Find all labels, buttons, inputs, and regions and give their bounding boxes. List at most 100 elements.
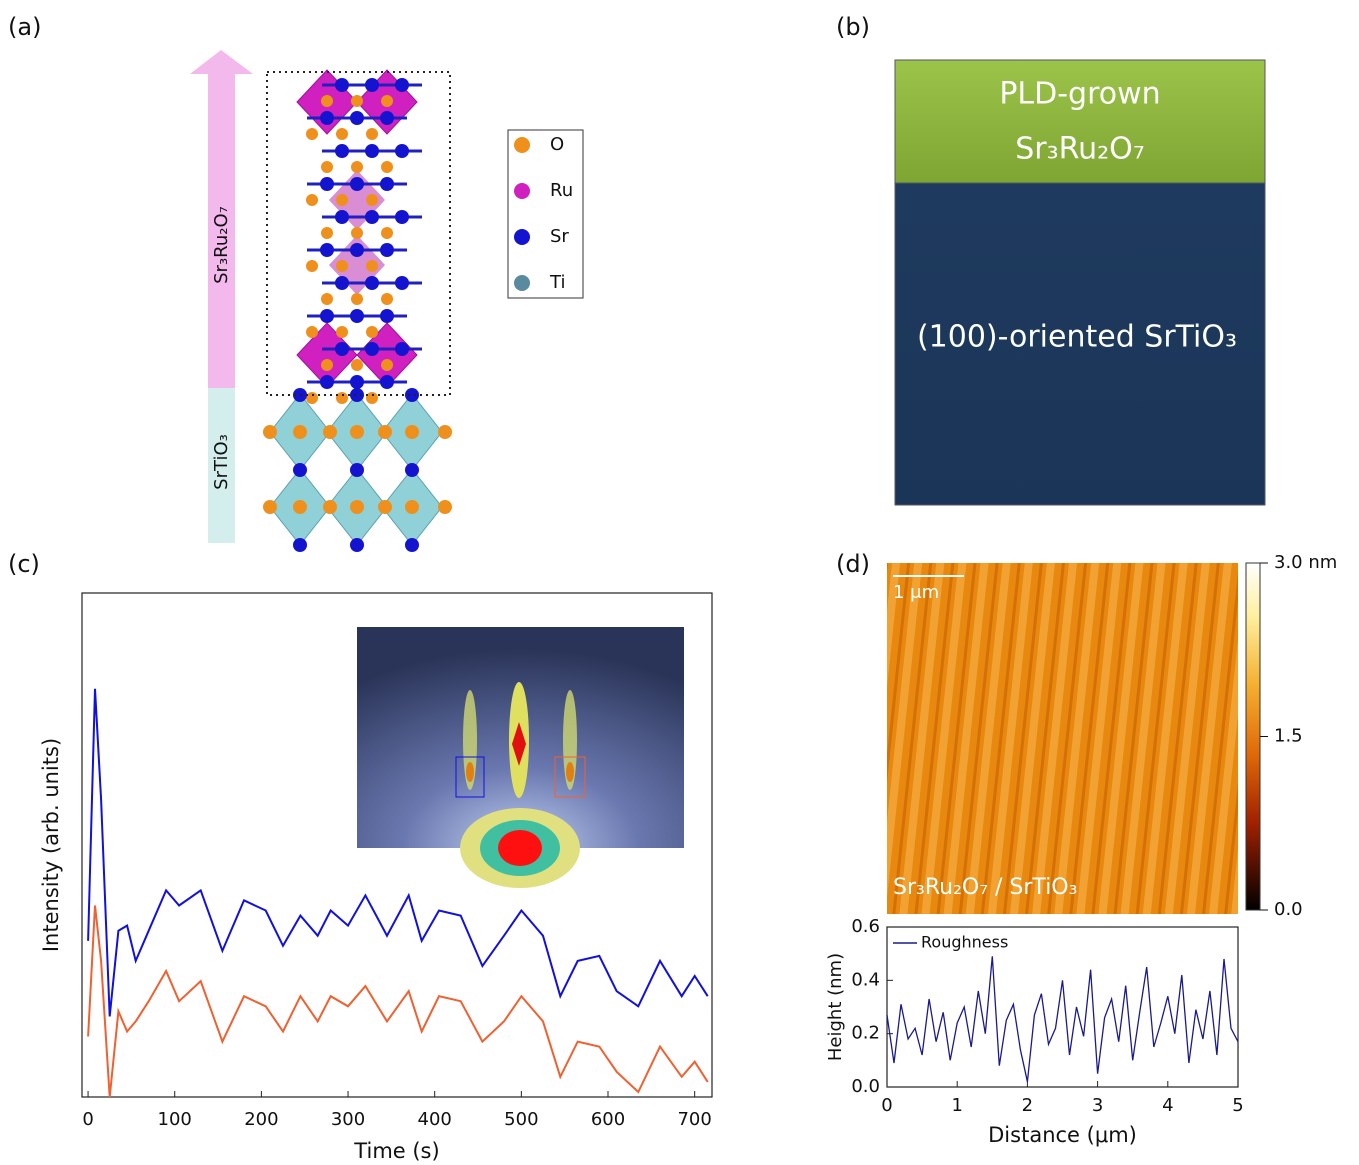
film-layer [894,59,1266,184]
x-tick-label: 300 [331,1109,365,1130]
colorbar-tick-label: 0.0 [1274,899,1303,920]
atom [320,375,334,389]
legend-label: O [550,134,564,155]
atom [350,425,364,439]
atom [381,359,393,371]
legend-label: Roughness [921,933,1008,952]
afm-image [887,563,1238,914]
atom [335,210,349,224]
scale-bar-label: 1 μm [893,582,939,603]
crystal-structure [263,69,452,552]
atom [336,128,348,140]
legend-label: Ti [549,272,565,293]
plot-frame [886,926,1239,1088]
atom [335,276,349,290]
atom [381,95,393,107]
atom [366,260,378,272]
atom [438,425,452,439]
layer-label: PLD-grown [999,77,1160,112]
y-axis-label: Height (nm) [825,953,846,1061]
atom [365,144,379,158]
atom [306,194,318,206]
atom [366,128,378,140]
legend-box [507,129,584,299]
y-tick-label: 0.2 [851,1023,880,1044]
colorbar-tick-label: 3.0 nm [1274,552,1337,573]
atom [321,293,333,305]
atom [366,392,378,404]
atom [350,463,364,477]
atom [350,375,364,389]
x-tick-label: 600 [591,1109,625,1130]
substrate-layer [894,182,1266,506]
panel-label: (b) [836,13,870,41]
atom [405,463,419,477]
colorbar [1245,562,1261,911]
data-line [87,905,709,1098]
legend-label: Sr [550,226,569,247]
atom [405,425,419,439]
y-axis-label: Intensity (arb. units) [39,738,63,952]
x-tick-label: 0 [82,1109,93,1130]
atom [395,210,409,224]
atom [293,425,307,439]
atom [293,463,307,477]
layer-label: Sr₃Ru₂O₇ [1015,132,1145,167]
atom [395,342,409,356]
atom [365,210,379,224]
atom [350,538,364,552]
legend: O Ru Sr Ti [514,134,573,293]
atom [365,342,379,356]
y-tick-label: 0.4 [851,969,880,990]
atom [336,392,348,404]
atom [395,276,409,290]
x-tick-label: 1 [951,1095,962,1116]
legend-marker [514,137,530,153]
atom [335,78,349,92]
atom [306,392,318,404]
atom [381,161,393,173]
atom [380,111,394,125]
atom [351,293,363,305]
atom [306,128,318,140]
atom [293,500,307,514]
atom [336,326,348,338]
panel-label: (a) [8,13,41,41]
panel-label: (c) [8,550,40,578]
unit-cell [266,71,451,396]
arrow-label: SrTiO₃ [211,434,232,490]
atom [438,500,452,514]
atom [378,500,392,514]
x-tick-label: 0 [881,1095,892,1116]
atom [323,425,337,439]
atom [336,260,348,272]
atom [350,388,364,402]
atom [350,309,364,323]
atom [405,500,419,514]
atom [323,500,337,514]
rheed-inset [357,627,684,888]
atom [320,177,334,191]
atom [336,194,348,206]
panel-label: (d) [836,550,870,578]
atom [365,276,379,290]
atom [335,342,349,356]
atom [381,227,393,239]
x-tick-label: 400 [418,1109,452,1130]
atom [380,177,394,191]
atom [380,309,394,323]
atom [350,243,364,257]
atom [306,326,318,338]
layer-label: (100)-oriented SrTiO₃ [917,320,1237,355]
atom [263,500,277,514]
data-line [886,956,1239,1082]
atom [351,227,363,239]
atom [381,293,393,305]
growth-arrow [190,50,253,543]
arrow-label: Sr₃Ru₂O₇ [211,206,232,284]
x-tick-label: 2 [1022,1095,1033,1116]
atom [335,144,349,158]
atom [320,111,334,125]
atom [405,538,419,552]
atom [320,309,334,323]
